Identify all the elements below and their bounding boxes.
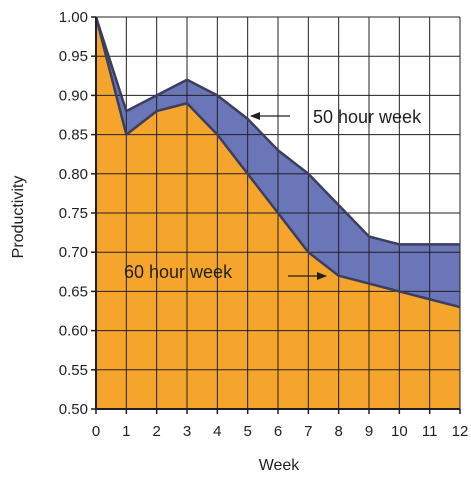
- y-tick-label: 0.80: [59, 166, 88, 183]
- x-tick-label: 4: [213, 423, 221, 440]
- y-tick-label: 0.65: [59, 283, 88, 300]
- y-tick-label: 1.00: [59, 9, 88, 26]
- axes: [91, 16, 461, 414]
- y-tick-label: 0.85: [59, 127, 88, 144]
- y-tick-label: 0.50: [59, 401, 88, 418]
- x-tick-label: 10: [391, 423, 408, 440]
- y-tick-label: 0.55: [59, 362, 88, 379]
- x-tick-label: 3: [183, 423, 191, 440]
- x-tick-label: 9: [365, 423, 373, 440]
- y-axis-title: Productivity: [10, 176, 27, 259]
- y-tick-label: 0.70: [59, 244, 88, 261]
- line-50-hour-week: [94, 16, 460, 246]
- y-tick-label: 0.75: [59, 205, 88, 222]
- y-tick-label: 0.60: [59, 323, 88, 340]
- x-tick-label: 2: [152, 423, 160, 440]
- annotation-50-hour-label: 50 hour week: [313, 107, 422, 127]
- y-tick-label: 0.95: [59, 48, 88, 65]
- x-tick-label: 8: [334, 423, 342, 440]
- x-tick-label: 7: [304, 423, 312, 440]
- annotation-60-hour-label: 60 hour week: [124, 262, 233, 282]
- x-tick-label: 0: [92, 423, 100, 440]
- x-axis-title: Week: [259, 457, 301, 474]
- x-tick-label: 12: [452, 423, 469, 440]
- x-tick-label: 11: [422, 423, 438, 440]
- grid-lines: [95, 16, 461, 410]
- line-60-hour-week: [94, 16, 461, 309]
- y-tick-label: 0.90: [59, 87, 88, 104]
- series-lines: [94, 16, 461, 309]
- tick-labels: 0 1 2 3 4 5 6 7 8 9 10 11 120.500.550.600.650.700.75…: [59, 9, 469, 440]
- x-tick-label: 1: [122, 423, 130, 440]
- x-tick-label: 6: [274, 423, 282, 440]
- x-tick-label: 5: [243, 423, 251, 440]
